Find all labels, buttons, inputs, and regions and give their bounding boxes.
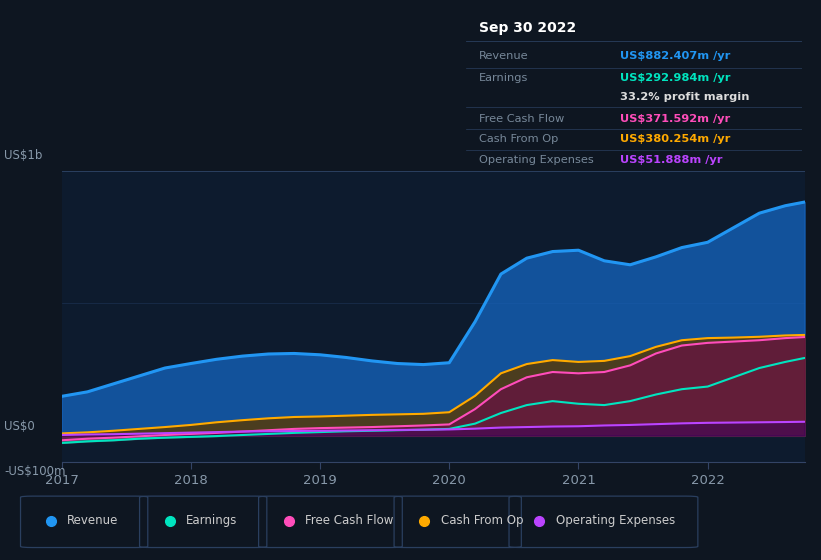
Text: US$292.984m /yr: US$292.984m /yr [621,73,731,83]
Text: Operating Expenses: Operating Expenses [479,155,594,165]
Text: Operating Expenses: Operating Expenses [556,514,675,527]
Text: US$380.254m /yr: US$380.254m /yr [621,134,731,144]
Text: Free Cash Flow: Free Cash Flow [479,114,564,124]
Text: Earnings: Earnings [186,514,238,527]
Text: 33.2% profit margin: 33.2% profit margin [621,92,750,102]
Text: US$51.888m /yr: US$51.888m /yr [621,155,722,165]
Text: Free Cash Flow: Free Cash Flow [305,514,394,527]
Text: Earnings: Earnings [479,73,529,83]
Text: US$0: US$0 [4,420,34,433]
Text: Revenue: Revenue [479,52,529,62]
Text: -US$100m: -US$100m [4,465,66,478]
Text: Cash From Op: Cash From Op [479,134,558,144]
Text: US$882.407m /yr: US$882.407m /yr [621,52,731,62]
Text: Sep 30 2022: Sep 30 2022 [479,21,576,35]
Text: US$1b: US$1b [4,150,43,162]
Text: Cash From Op: Cash From Op [441,514,523,527]
Text: US$371.592m /yr: US$371.592m /yr [621,114,731,124]
Text: Revenue: Revenue [67,514,119,527]
